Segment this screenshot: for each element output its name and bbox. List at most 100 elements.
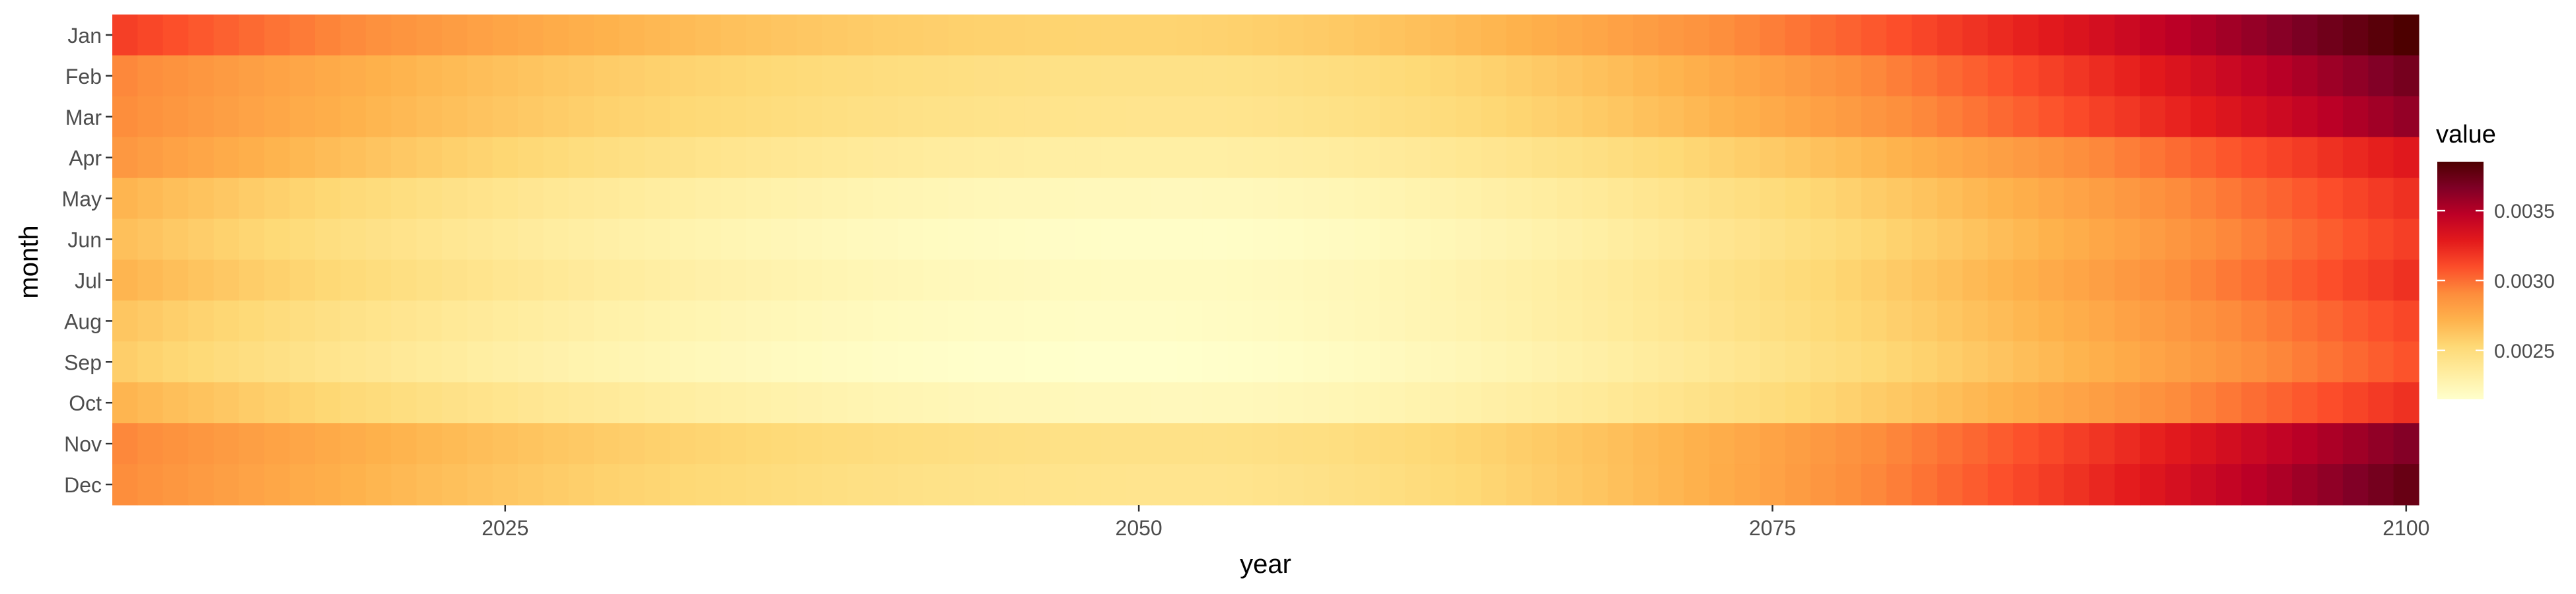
heatmap-cell <box>1101 96 1127 138</box>
heatmap-cell <box>2064 96 2090 138</box>
heatmap-cell <box>696 464 721 506</box>
heatmap-cell <box>1227 55 1253 97</box>
heatmap-cell <box>1430 137 1456 179</box>
heatmap-cell <box>1304 55 1330 97</box>
heatmap-cell <box>290 382 316 424</box>
heatmap-cell <box>822 423 847 465</box>
heatmap-cell <box>1405 382 1431 424</box>
heatmap-cell <box>569 137 594 179</box>
heatmap-cell <box>1253 178 1279 220</box>
heatmap-cell <box>1278 260 1304 302</box>
heatmap-cell <box>999 382 1025 424</box>
heatmap-cell <box>2064 15 2090 56</box>
heatmap-cell <box>822 178 847 220</box>
heatmap-cell <box>2368 137 2394 179</box>
heatmap-cell <box>1380 137 1406 179</box>
heatmap-cell <box>771 178 797 220</box>
heatmap-cell <box>1532 464 1557 506</box>
heatmap-cell <box>721 260 746 302</box>
heatmap-cell <box>2292 15 2318 56</box>
heatmap-cell <box>2165 96 2191 138</box>
heatmap-cell <box>1659 382 1684 424</box>
heatmap-cell <box>569 423 594 465</box>
heatmap-cell <box>2013 382 2039 424</box>
heatmap-cell <box>1557 137 1583 179</box>
heatmap-cell <box>1253 382 1279 424</box>
heatmap-cell <box>1380 55 1406 97</box>
heatmap-cell <box>2267 96 2293 138</box>
heatmap-cell <box>721 137 746 179</box>
heatmap-cell <box>1633 382 1659 424</box>
heatmap-cell <box>1227 137 1253 179</box>
heatmap-cell <box>2064 341 2090 383</box>
heatmap-cell <box>137 96 163 138</box>
heatmap-cell <box>1962 341 1988 383</box>
heatmap-cell <box>493 15 519 56</box>
heatmap-cell <box>1937 15 1963 56</box>
heatmap-cell <box>1456 341 1482 383</box>
heatmap-cell <box>1481 382 1507 424</box>
heatmap-cell <box>188 137 214 179</box>
heatmap-cell <box>1532 55 1557 97</box>
heatmap-cell <box>340 300 366 342</box>
heatmap-cell <box>2165 260 2191 302</box>
heatmap-cell <box>847 423 873 465</box>
heatmap-cell <box>847 341 873 383</box>
heatmap-cell <box>822 96 847 138</box>
heatmap-cell <box>2038 423 2064 465</box>
heatmap-cell <box>746 178 771 220</box>
heatmap-cell <box>999 300 1025 342</box>
heatmap-cell <box>2089 55 2115 97</box>
heatmap-cell <box>1709 137 1735 179</box>
heatmap-cell <box>696 423 721 465</box>
heatmap-cell <box>2394 219 2419 261</box>
heatmap-cell <box>1227 178 1253 220</box>
heatmap-cell <box>2216 341 2242 383</box>
heatmap-cell <box>2191 137 2217 179</box>
heatmap-cell <box>1329 423 1355 465</box>
heatmap-cell <box>112 137 138 179</box>
heatmap-cell <box>1659 464 1684 506</box>
heatmap-cell <box>2368 260 2394 302</box>
x-tick-label: 2025 <box>482 516 528 540</box>
heatmap-cell <box>619 300 645 342</box>
heatmap-cell <box>1202 300 1228 342</box>
heatmap-cell <box>2343 300 2369 342</box>
heatmap-cell <box>163 341 189 383</box>
heatmap-cell <box>847 55 873 97</box>
heatmap-cell <box>1583 341 1608 383</box>
heatmap-cell <box>1633 96 1659 138</box>
heatmap-cell <box>518 137 544 179</box>
heatmap-cell <box>239 178 265 220</box>
heatmap-cell <box>1684 382 1709 424</box>
heatmap-cell <box>847 137 873 179</box>
heatmap-cell <box>1785 96 1811 138</box>
heatmap-cell <box>290 300 316 342</box>
heatmap-cell <box>2343 55 2369 97</box>
heatmap-cell <box>797 260 822 302</box>
heatmap-cell <box>569 96 594 138</box>
heatmap-cell <box>2241 96 2267 138</box>
heatmap-cell <box>1735 96 1760 138</box>
heatmap-cell <box>1557 464 1583 506</box>
heatmap-cell <box>1583 382 1608 424</box>
heatmap-cell <box>2368 219 2394 261</box>
heatmap-cell <box>1937 341 1963 383</box>
heatmap-cell <box>873 137 898 179</box>
heatmap-cell <box>1075 55 1101 97</box>
heatmap-cell <box>645 96 670 138</box>
heatmap-cell <box>1430 55 1456 97</box>
heatmap-cell <box>290 219 316 261</box>
heatmap-cell <box>645 382 670 424</box>
heatmap-cell <box>898 423 924 465</box>
heatmap-cell <box>2089 137 2115 179</box>
heatmap-cell <box>290 55 316 97</box>
heatmap-cell <box>645 55 670 97</box>
heatmap-cell <box>2241 137 2267 179</box>
heatmap-cell <box>923 423 949 465</box>
heatmap-cell <box>771 137 797 179</box>
heatmap-cell <box>2267 55 2293 97</box>
heatmap-cell <box>1481 464 1507 506</box>
heatmap-cell <box>1354 382 1380 424</box>
heatmap-cell <box>543 260 569 302</box>
